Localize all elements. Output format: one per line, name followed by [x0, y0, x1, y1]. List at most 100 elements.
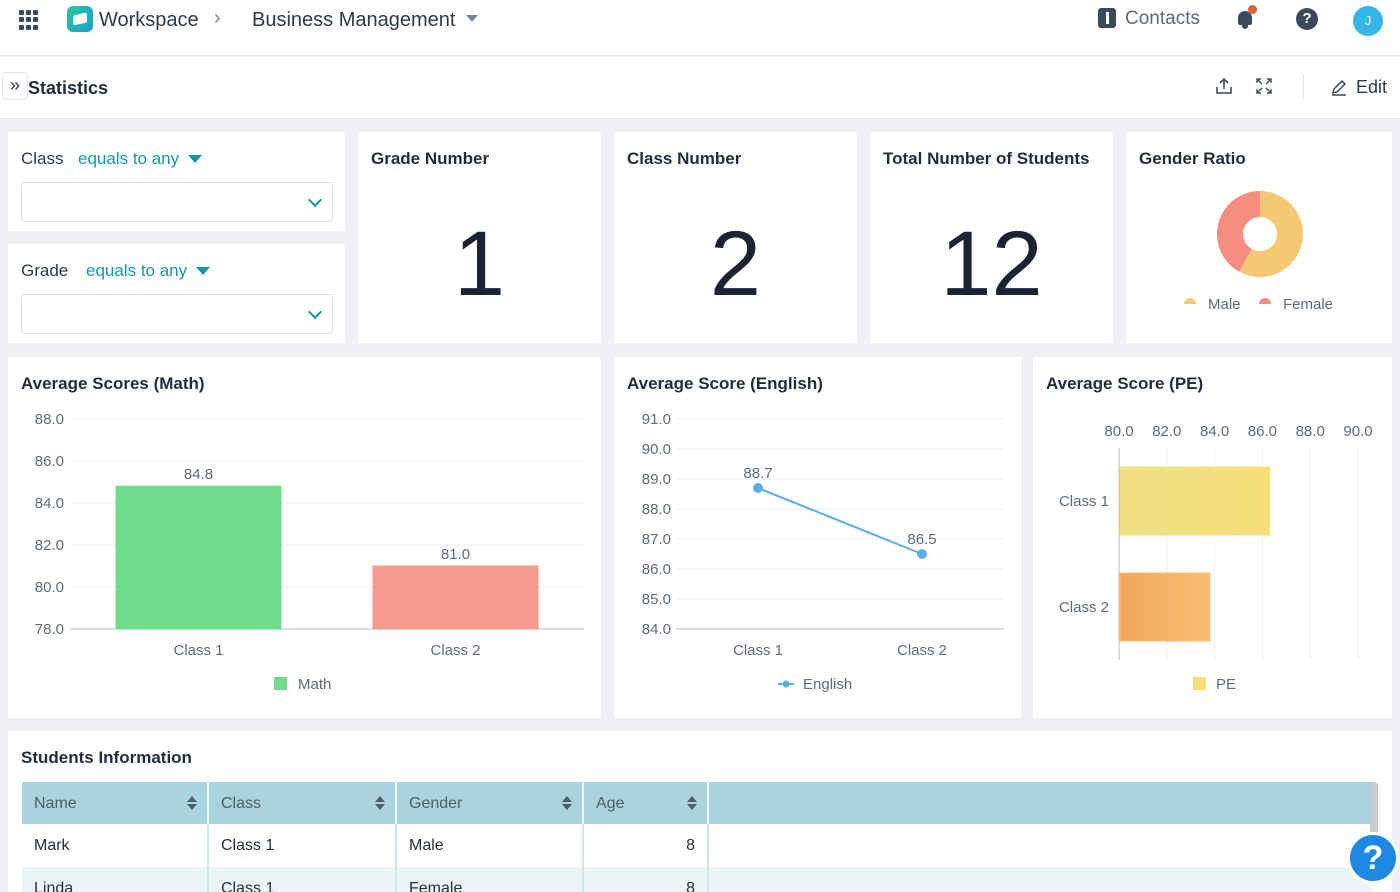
table-row[interactable]: Linda Class 1 Female 8: [22, 867, 1372, 892]
contacts-icon[interactable]: [1098, 8, 1116, 28]
contacts-link[interactable]: Contacts: [1125, 8, 1200, 29]
point-data-label: 88.7: [743, 465, 772, 482]
column-header-name[interactable]: Name: [22, 782, 209, 824]
chevron-down-icon[interactable]: [307, 304, 323, 320]
legend-swatch-english-dot: [782, 680, 790, 688]
grade-operator-caret-icon[interactable]: [196, 267, 210, 275]
legend-label-english[interactable]: English: [803, 676, 852, 693]
legend-label-math[interactable]: Math: [298, 676, 331, 693]
total-students-value: 12: [940, 213, 1043, 315]
bar-class-2: [372, 565, 539, 630]
legend-swatch-math: [274, 677, 287, 690]
column-header-age[interactable]: Age: [584, 782, 709, 824]
column-header-class[interactable]: Class: [209, 782, 397, 824]
app-name-link[interactable]: Business Management: [252, 9, 456, 31]
x-tick-label: Class 2: [430, 642, 480, 659]
point-data-label: 86.5: [907, 531, 936, 548]
workspace-logo-icon[interactable]: [67, 6, 93, 32]
class-filter-operator[interactable]: equals to any: [78, 149, 180, 168]
y-tick-label: 91.0: [642, 411, 671, 428]
data-point: [753, 483, 763, 493]
chevron-down-icon[interactable]: [307, 192, 323, 208]
column-header-label: Name: [34, 795, 77, 812]
x-tick-label: 80.0: [1104, 423, 1133, 440]
y-tick-label: 88.0: [642, 501, 671, 518]
breadcrumb-separator-icon: ›: [214, 7, 221, 29]
fullscreen-icon[interactable]: [1254, 76, 1274, 96]
gender-ratio-title: Gender Ratio: [1139, 149, 1246, 168]
grade-number-value: 1: [453, 213, 506, 315]
legend-label-pe[interactable]: PE: [1216, 676, 1236, 693]
share-icon[interactable]: [1214, 76, 1234, 96]
app-grid-icon[interactable]: [19, 10, 39, 30]
sort-icon[interactable]: [375, 796, 385, 810]
math-chart-title: Average Scores (Math): [21, 374, 205, 393]
help-icon[interactable]: ?: [1296, 8, 1318, 30]
table-cell-gender: Male: [397, 824, 584, 867]
legend-label-female[interactable]: Female: [1283, 296, 1333, 313]
y-tick-label: 90.0: [642, 441, 671, 458]
y-tick-label: 86.0: [35, 453, 64, 470]
bar-data-label: 81.0: [441, 546, 470, 563]
grade-filter-card: Grade equals to any: [8, 244, 345, 343]
class-filter-card: Class equals to any: [8, 132, 345, 231]
table-scrollbar[interactable]: [1370, 782, 1378, 842]
class-number-card: Class Number 2: [614, 132, 857, 343]
floating-help-button[interactable]: ?: [1347, 832, 1399, 884]
workspace-link[interactable]: Workspace: [99, 9, 199, 31]
table-cell-class: Class 1: [209, 867, 397, 892]
top-navigation-bar: Workspace › Business Management Contacts…: [0, 0, 1400, 56]
class-operator-caret-icon[interactable]: [188, 155, 202, 163]
students-info-card: Students Information Name Class Gender A…: [8, 731, 1392, 892]
table-row[interactable]: Mark Class 1 Male 8: [22, 824, 1372, 867]
table-cell-name: Linda: [22, 867, 209, 892]
sort-icon[interactable]: [187, 796, 197, 810]
bar-data-label: 84.8: [184, 466, 213, 483]
x-tick-label: Class 1: [733, 642, 783, 659]
grade-filter-select[interactable]: [21, 294, 333, 334]
grade-filter-label: Grade: [21, 261, 69, 280]
y-tick-label: 84.0: [35, 495, 64, 512]
class-filter-label: Class: [21, 149, 64, 168]
notification-bell-icon[interactable]: [1236, 9, 1254, 29]
pe-chart-title: Average Score (PE): [1046, 374, 1204, 393]
pie-slice-female[interactable]: [1217, 191, 1260, 272]
y-tick-label: Class 2: [1059, 599, 1109, 616]
legend-label-male[interactable]: Male: [1208, 296, 1241, 313]
legend-swatch-female: [1259, 298, 1271, 304]
grade-filter-operator[interactable]: equals to any: [86, 261, 188, 280]
x-tick-label: 88.0: [1296, 423, 1325, 440]
expand-sidebar-button[interactable]: »: [2, 72, 28, 100]
table-cell-age: 8: [584, 867, 709, 892]
pe-horizontal-bar-chart: 80.0 82.0 84.0 86.0 88.0 90.0 Class 1 Class 2 PE: [1059, 423, 1373, 693]
pie-slice-male[interactable]: [1239, 191, 1303, 277]
edit-button[interactable]: Edit: [1356, 77, 1388, 97]
y-tick-label: 89.0: [642, 471, 671, 488]
grade-number-title: Grade Number: [371, 149, 490, 168]
column-header-gender[interactable]: Gender: [397, 782, 584, 824]
class-filter-select[interactable]: [21, 182, 333, 222]
edit-pencil-icon[interactable]: [1329, 77, 1349, 97]
sort-icon[interactable]: [687, 796, 697, 810]
bar-class-1: [115, 485, 282, 630]
pe-chart-card: Average Score (PE) 80.0 82.0 84.0 86.0 88.0 9…: [1033, 357, 1392, 718]
table-cell-name: Mark: [22, 824, 209, 867]
legend-swatch-male: [1184, 298, 1196, 304]
math-chart-card: Average Scores (Math) 78.0 80.0 82.0 84.0 86…: [8, 357, 601, 718]
english-chart-title: Average Score (English): [627, 374, 823, 393]
sort-icon[interactable]: [562, 796, 572, 810]
x-tick-label: 84.0: [1200, 423, 1229, 440]
page-title: Statistics: [28, 78, 109, 98]
column-header-label: Age: [596, 795, 625, 812]
y-tick-label: 82.0: [35, 537, 64, 554]
table-header-row: Name Class Gender Age: [22, 782, 1372, 824]
english-line-chart: 84.0 85.0 86.0 87.0 88.0 89.0 90.0 91.0 88.7 Clas…: [642, 411, 1004, 693]
y-tick-label: 85.0: [642, 591, 671, 608]
class-number-title: Class Number: [627, 149, 742, 168]
notification-dot: [1248, 5, 1257, 14]
user-avatar[interactable]: J: [1353, 6, 1383, 36]
app-dropdown-caret-icon[interactable]: [466, 15, 478, 22]
y-tick-label: 87.0: [642, 531, 671, 548]
header-divider: [1303, 74, 1304, 100]
english-chart-card: Average Score (English) 84.0 85.0 86.0 87.0…: [614, 357, 1021, 718]
